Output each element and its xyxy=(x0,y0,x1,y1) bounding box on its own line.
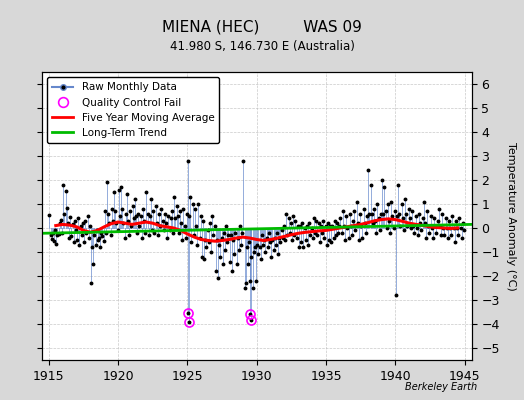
Text: Berkeley Earth: Berkeley Earth xyxy=(405,382,477,392)
Text: MIENA (HEC)         WAS 09: MIENA (HEC) WAS 09 xyxy=(162,20,362,35)
Text: 41.980 S, 146.730 E (Australia): 41.980 S, 146.730 E (Australia) xyxy=(170,40,354,53)
Legend: Raw Monthly Data, Quality Control Fail, Five Year Moving Average, Long-Term Tren: Raw Monthly Data, Quality Control Fail, … xyxy=(47,77,220,143)
Y-axis label: Temperature Anomaly (°C): Temperature Anomaly (°C) xyxy=(507,142,517,290)
